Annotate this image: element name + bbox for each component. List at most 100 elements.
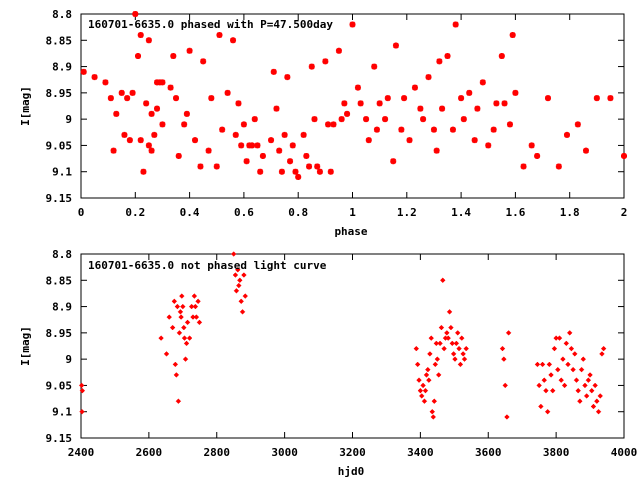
phased-data-point <box>582 147 589 154</box>
phased-data-point <box>411 84 418 91</box>
phased-data-point <box>126 137 133 144</box>
phased-data-point <box>289 142 296 149</box>
unphased-data-point <box>437 340 443 347</box>
unphased-data-point <box>572 351 578 357</box>
unphased-data-point <box>549 387 556 394</box>
phased-x-tick-label: 0.6 <box>234 206 254 219</box>
unphased-data-point <box>589 387 595 394</box>
unphased-data-point <box>450 351 457 357</box>
phased-data-point <box>140 168 147 175</box>
phased-data-point <box>197 163 204 170</box>
unphased-data-point <box>551 345 558 352</box>
phased-data-point <box>249 142 256 149</box>
unphased-data-point <box>171 298 178 305</box>
unphased-x-tick-label: 3400 <box>407 446 434 459</box>
unphased-data-point <box>502 382 508 389</box>
unphased-data-point <box>237 277 243 284</box>
phased-data-point <box>170 53 177 60</box>
phased-chart: 0 0.2 0.4 0.6 0.8 1 1.2 1.4 1.6 1.8 2 8.8 8.85 8.9 8.9… <box>19 8 627 238</box>
unphased-data-point <box>577 398 583 404</box>
phased-data-point <box>466 89 473 96</box>
unphased-data-point <box>546 361 553 368</box>
unphased-data-point <box>587 372 593 378</box>
phased-data-point <box>129 89 136 96</box>
unphased-data-point <box>235 267 241 273</box>
unphased-data-point <box>580 356 587 362</box>
phased-data-point <box>420 116 427 123</box>
unphased-data-point <box>539 361 546 368</box>
unphased-data-point <box>181 324 187 331</box>
unphased-data-point <box>195 298 201 305</box>
phased-data-point <box>118 89 125 96</box>
phased-data-point <box>439 105 446 112</box>
phased-data-point <box>436 58 443 65</box>
unphased-data-point <box>452 356 458 362</box>
phased-data-point <box>137 32 144 39</box>
unphased-data-point <box>188 303 195 310</box>
phased-data-point <box>363 116 370 123</box>
phased-data-point <box>506 121 513 128</box>
phased-data-point <box>460 116 467 123</box>
phased-x-tick-label: 2 <box>621 206 628 219</box>
phased-data-point <box>224 89 231 96</box>
phased-x-tick-label: 0 <box>78 206 85 219</box>
phased-data-point <box>132 11 139 17</box>
phased-x-tick-label: 1 <box>349 206 356 219</box>
unphased-data-point <box>422 387 429 394</box>
phased-y-axis-label: I[mag] <box>19 86 32 126</box>
phased-data-point <box>268 137 275 144</box>
phased-data-point <box>452 21 459 28</box>
unphased-data-point <box>561 382 568 389</box>
unphased-data-point <box>538 403 544 410</box>
phased-y-tick-label: 8.9 <box>52 61 72 74</box>
phased-data-point <box>563 131 570 138</box>
unphased-data-point <box>186 335 193 341</box>
unphased-data-point <box>417 387 424 394</box>
phased-data-point <box>308 63 315 70</box>
phased-data-point <box>444 53 451 60</box>
phased-x-tick-label: 1.4 <box>451 206 471 219</box>
phased-data-point <box>330 121 337 128</box>
phased-data-point <box>107 95 114 102</box>
phased-data-point <box>251 116 258 123</box>
unphased-data-point <box>183 340 190 347</box>
phased-data-point <box>154 105 161 112</box>
unphased-y-tick-label: 9.05 <box>46 379 73 392</box>
unphased-data-point <box>414 361 421 368</box>
phased-data-point <box>382 116 389 123</box>
unphased-data-point <box>563 340 570 347</box>
unphased-data-point <box>431 398 438 404</box>
unphased-data-point <box>184 319 191 326</box>
phased-data-point <box>398 126 405 133</box>
unphased-data-point <box>196 319 203 326</box>
phased-data-point <box>145 37 152 44</box>
phased-data-point <box>159 79 166 86</box>
unphased-data-point <box>573 377 580 383</box>
unphased-data-point <box>158 335 164 341</box>
phased-data-point <box>449 126 456 133</box>
unphased-data-point <box>79 387 86 394</box>
unphased-x-tick-label: 3200 <box>339 446 366 459</box>
phased-data-point <box>240 121 247 128</box>
phased-data-point <box>135 53 142 60</box>
unphased-y-tick-label: 8.85 <box>46 274 73 287</box>
phased-data-point <box>232 131 239 138</box>
unphased-data-point <box>173 372 180 378</box>
unphased-data-point <box>79 408 85 415</box>
unphased-data-point <box>534 361 541 368</box>
unphased-x-tick-label: 2800 <box>204 446 231 459</box>
phased-data-point <box>341 100 348 107</box>
phased-data-point <box>230 37 237 44</box>
unphased-data-point <box>457 361 464 368</box>
phased-y-tick-label: 8.8 <box>52 8 72 21</box>
unphased-x-tick-label: 2400 <box>68 446 95 459</box>
phased-x-tick-label: 0.2 <box>125 206 145 219</box>
phased-data-point <box>137 137 144 144</box>
unphased-data-point <box>504 414 510 420</box>
phased-data-point <box>259 152 266 159</box>
unphased-data-point <box>174 303 181 310</box>
unphased-y-tick-label: 9.1 <box>52 406 72 419</box>
phased-data-point <box>238 142 245 149</box>
phased-data-point <box>384 95 391 102</box>
unphased-chart-title: 160701-6635.0 not phased light curve <box>88 259 327 272</box>
